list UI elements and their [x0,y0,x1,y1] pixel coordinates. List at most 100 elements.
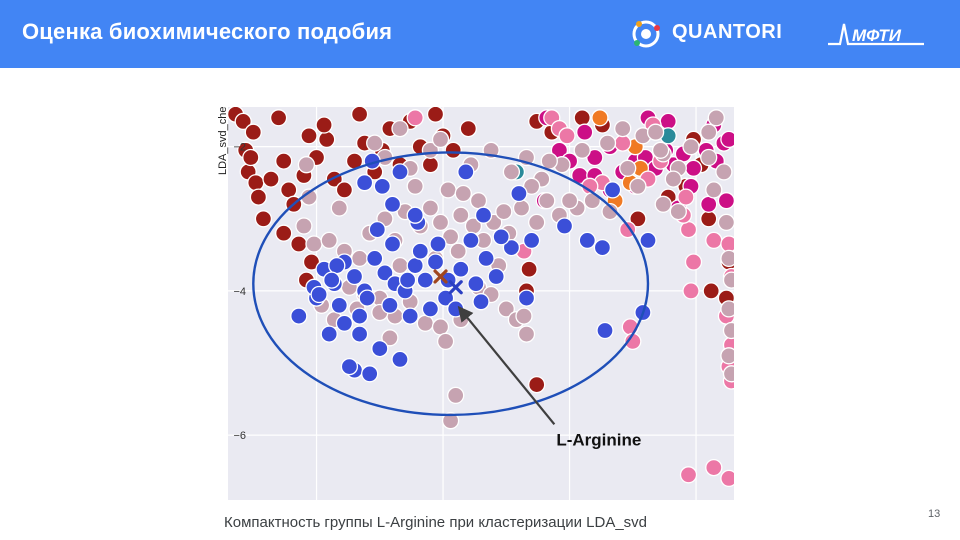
y-tick-labels: −2 −4 −6 [233,142,246,442]
data-point-mauve [517,325,536,343]
data-point-mauve [447,386,465,405]
data-point-magenta [576,123,594,141]
data-point-blue [429,235,447,253]
data-point-mauve [573,141,591,159]
data-point-mauve [601,202,619,221]
data-point-blue [411,242,429,260]
data-point-darkred [444,141,462,159]
data-point-darkred [629,210,647,228]
data-point-mauve [515,307,533,325]
data-point-mauve [512,199,531,217]
data-point-mauve [715,163,733,181]
data-point-blue [603,181,622,199]
annotation-arrow [457,305,556,425]
data-point-darkred [275,224,293,242]
data-point-mauve [722,271,734,289]
data-point-mauve [297,156,316,174]
data-point-blue [555,217,574,235]
data-point-magenta [717,192,734,210]
data-point-pink [720,469,734,488]
data-point-blue [371,339,389,358]
data-point-blue [290,307,308,325]
x-markers [433,269,463,295]
data-point-mauve [431,213,450,232]
data-point-darkred [249,188,268,206]
data-point-pink [705,231,723,250]
data-point-blue [593,238,612,257]
data-point-mauve [416,314,434,332]
cluster-ellipse [252,151,650,417]
data-point-pink [677,188,695,206]
data-point-blue [340,357,359,376]
data-point-mauve [700,148,718,167]
data-point-mauve [651,141,670,159]
data-point-pink [614,134,632,152]
data-point-blue [361,365,379,383]
data-point-mauve [669,202,687,221]
data-point-mauve [441,412,460,430]
data-point-mauve [305,235,323,253]
data-point-darkred [520,260,538,278]
data-point-blue [373,177,391,195]
data-point-mauve [720,347,734,365]
data-point-magenta [659,112,677,131]
mipt-logo-icon: МФТИ [828,23,924,46]
data-point-mauve [320,231,338,250]
data-point-mauve [421,199,440,217]
data-point-blue [578,231,596,250]
data-point-mauve [722,365,734,383]
data-point-blue [398,271,417,289]
data-point-blue [345,267,364,286]
data-point-blue [320,325,338,343]
data-point-blue [639,231,657,250]
data-point-mauve [682,138,700,156]
data-point-blue [502,238,521,257]
data-point-darkred [335,181,354,199]
data-point-blue [381,296,399,314]
data-point-mauve [366,134,384,152]
data-point-blue [350,307,369,325]
data-point-mauve [502,163,521,181]
data-point-darkred [234,112,252,131]
data-point-blue [474,206,493,224]
slide-caption: Компактность группы L-Arginine при класт… [224,514,648,531]
data-point-darkred [702,282,720,300]
y-axis-label: LDA_svd_che [217,107,229,175]
data-point-mauve [497,300,515,318]
data-point-orange [591,109,609,127]
data-point-mauve [330,199,348,217]
data-point-darkred [421,156,440,174]
data-points [228,107,734,488]
data-point-darkred [300,127,318,145]
data-point-pink [705,458,723,477]
data-point-mauve [454,184,472,203]
data-point-blue [328,256,346,275]
data-point-blue [462,231,480,250]
data-point-blue [383,235,402,253]
data-point-darkred [350,107,369,123]
data-point-mauve [469,192,488,210]
data-point-blue [368,220,386,239]
data-point-mauve [560,192,579,210]
data-point-blue [350,325,369,343]
data-point-blue [487,267,505,286]
data-point-mauve [629,177,647,195]
data-point-blue [416,271,434,289]
quantori-logo-icon [632,20,660,48]
data-point-mauve [700,123,718,141]
data-point-mauve [619,159,637,177]
data-point-mauve [391,119,409,138]
data-point-mauve [350,249,369,268]
data-point-blue [492,228,510,246]
data-point-darkred [528,375,546,394]
data-point-blue [383,195,402,213]
data-point-darkred [269,109,288,127]
data-point-blue [596,321,614,340]
data-point-mauve [381,329,399,347]
data-point-darkred [280,181,298,199]
data-point-darkred [573,109,591,127]
data-point-blue [426,253,445,271]
data-point-mauve [705,181,723,199]
x-marker-brown [433,269,448,284]
data-point-mauve [452,206,470,224]
